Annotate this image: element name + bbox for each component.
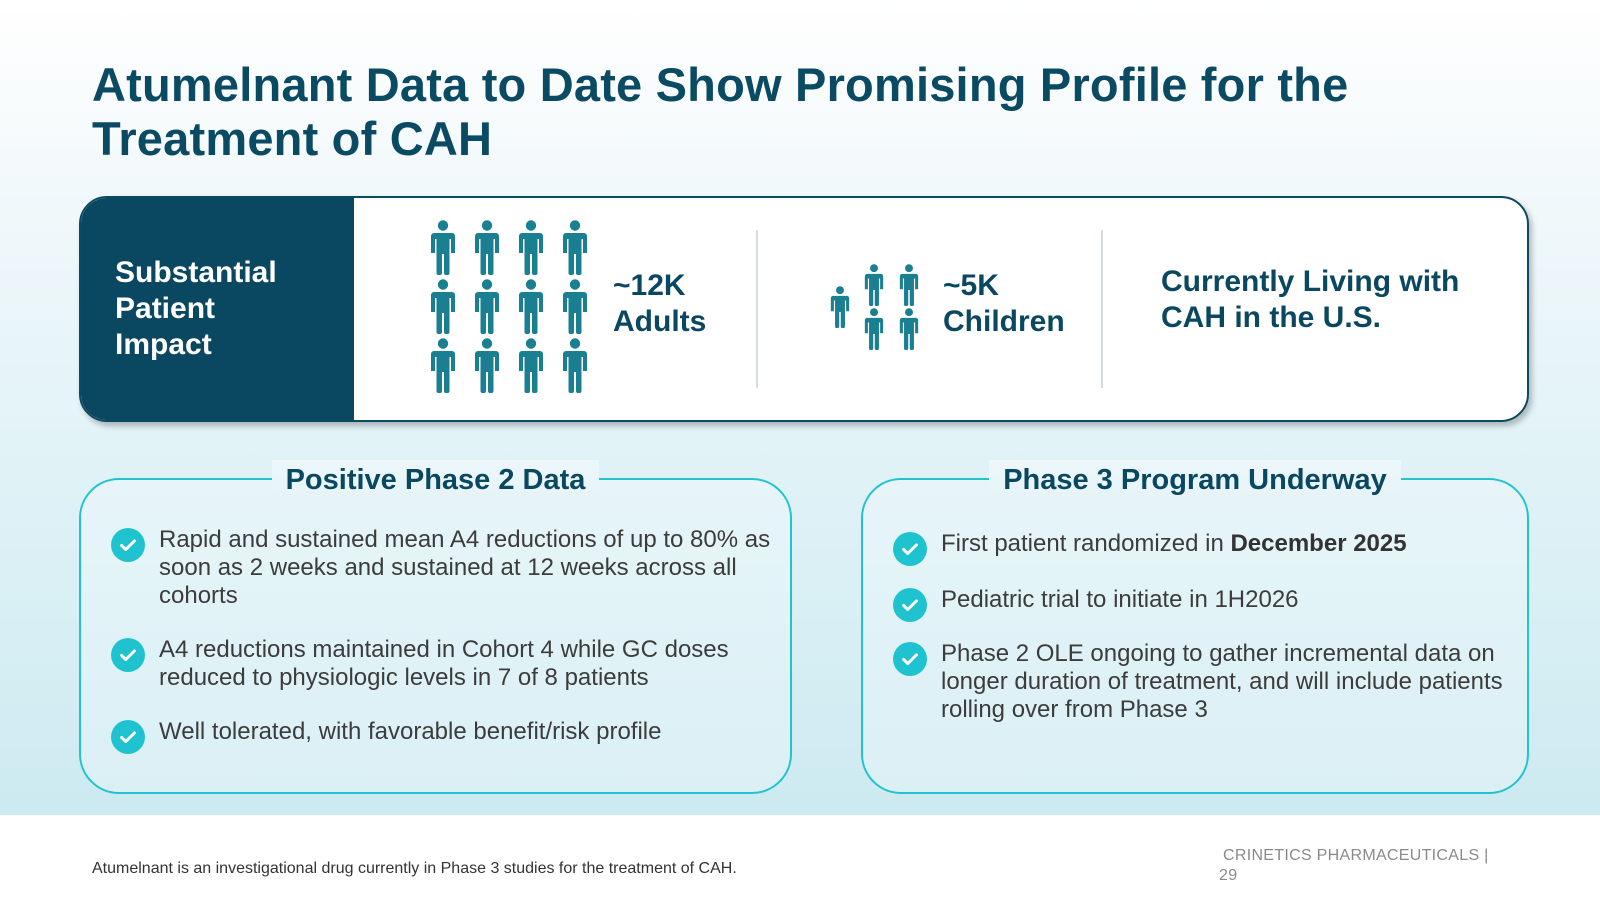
phase2-title-text: Positive Phase 2 Data [271,460,600,500]
adult-person-icon [473,220,501,275]
child-people-icon-grid [829,264,929,364]
page-title: Atumelnant Data to Date Show Promising P… [92,58,1349,165]
check-circle-icon [893,532,927,566]
check-circle-icon [111,720,145,754]
bullet-text: Rapid and sustained mean A4 reductions o… [159,526,771,609]
children-stat: ~5K Children [943,268,1065,340]
adult-person-icon [429,279,457,334]
divider [756,230,758,388]
adults-stat: ~12K Adults [613,268,706,340]
list-item: First patient randomized in December 202… [893,530,1521,566]
adult-person-icon [517,220,545,275]
children-label: Children [943,305,1065,338]
adult-person-icon [561,338,589,393]
adults-count: ~12K [613,269,686,302]
child-person-icon [863,264,885,306]
children-count: ~5K [943,269,999,302]
adult-person-icon [561,220,589,275]
bullet-text: A4 reductions maintained in Cohort 4 whi… [159,636,729,691]
list-item: Rapid and sustained mean A4 reductions o… [111,526,779,610]
list-item: Pediatric trial to initiate in 1H2026 [893,586,1521,622]
child-person-icon [898,308,920,350]
adult-person-icon [473,338,501,393]
footer-brand: CRINETICS PHARMACEUTICALS | 29 [1219,846,1523,886]
page-number: 29 [1219,867,1238,884]
phase3-panel: Phase 3 Program Underway First patient r… [861,460,1529,794]
bullet-text: Phase 2 OLE ongoing to gather incrementa… [941,640,1503,723]
living-with-cah-text: Currently Living with CAH in the U.S. [1161,265,1460,334]
phase3-title: Phase 3 Program Underway [863,460,1527,500]
bullet-text: Well tolerated, with favorable benefit/r… [159,718,662,745]
list-item: A4 reductions maintained in Cohort 4 whi… [111,636,789,692]
divider [1101,230,1103,388]
adult-person-icon [429,338,457,393]
phase3-title-text: Phase 3 Program Underway [989,460,1401,500]
child-person-icon [829,286,851,328]
impact-label: Substantial Patient Impact [115,256,277,361]
check-circle-icon [893,588,927,622]
check-circle-icon [111,638,145,672]
bullet-text: Pediatric trial to initiate in 1H2026 [941,586,1299,613]
list-item: Well tolerated, with favorable benefit/r… [111,718,779,754]
phase2-title: Positive Phase 2 Data [81,460,790,500]
patient-impact-banner: Substantial Patient Impact ~12K Adults ~… [79,196,1529,422]
bullet-text-date: December 2025 [1230,530,1407,557]
check-circle-icon [893,642,927,676]
impact-label-panel: Substantial Patient Impact [81,198,354,420]
bullet-text-prefix: First patient randomized in [941,530,1231,557]
adult-person-icon [429,220,457,275]
adult-people-icon-grid [429,220,609,400]
adult-person-icon [517,279,545,334]
brand-name: CRINETICS PHARMACEUTICALS | [1223,847,1489,864]
bullet-text: First patient randomized in December 202… [941,530,1521,558]
adults-label: Adults [613,305,707,338]
child-person-icon [863,308,885,350]
check-circle-icon [111,528,145,562]
phase2-panel: Positive Phase 2 Data Rapid and sustaine… [79,460,792,794]
adult-person-icon [561,279,589,334]
adult-person-icon [473,279,501,334]
adult-person-icon [517,338,545,393]
footer-note: Atumelnant is an investigational drug cu… [92,860,737,877]
child-person-icon [898,264,920,306]
list-item: Phase 2 OLE ongoing to gather incrementa… [893,640,1511,724]
